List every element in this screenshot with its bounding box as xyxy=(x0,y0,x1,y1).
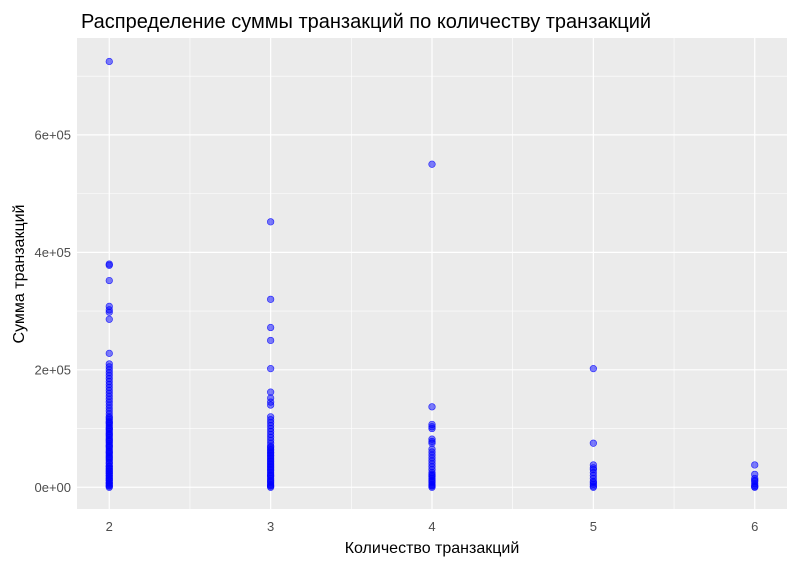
data-point xyxy=(589,365,597,373)
y-tick-label: 6e+05 xyxy=(34,127,71,142)
data-point xyxy=(428,403,436,411)
data-point xyxy=(267,401,275,409)
y-tick-label: 0e+00 xyxy=(34,480,71,495)
data-point xyxy=(267,323,275,332)
data-point xyxy=(105,414,113,422)
y-tick-label: 4e+05 xyxy=(34,245,71,260)
data-point xyxy=(267,218,275,226)
x-tick-label: 4 xyxy=(428,519,435,534)
y-axis-title: Сумма транзакций xyxy=(11,205,28,344)
x-tick-label: 2 xyxy=(106,519,113,534)
data-point xyxy=(751,483,759,491)
data-point xyxy=(751,476,759,484)
data-points xyxy=(105,57,759,491)
data-point xyxy=(105,261,113,269)
x-tick-label: 3 xyxy=(267,519,274,534)
y-tick-label: 2e+05 xyxy=(34,362,71,377)
x-tick-label: 6 xyxy=(751,519,758,534)
x-axis-title: Количество транзакций xyxy=(345,540,520,557)
data-point xyxy=(105,349,113,357)
x-tick-labels: 2 3 4 5 6 xyxy=(106,519,759,534)
data-point xyxy=(428,424,436,433)
data-point xyxy=(751,461,759,469)
data-point xyxy=(428,470,436,478)
data-point xyxy=(589,478,597,487)
y-tick-labels: 0e+00 2e+05 4e+05 6e+05 xyxy=(34,127,71,494)
data-point xyxy=(267,443,275,451)
data-point xyxy=(105,308,113,316)
data-point xyxy=(267,365,275,373)
data-point xyxy=(105,315,113,323)
data-point xyxy=(267,336,275,345)
data-point xyxy=(267,295,275,303)
data-point xyxy=(105,276,113,285)
data-point xyxy=(105,57,113,66)
data-point xyxy=(428,160,436,168)
chart-title: Распределение суммы транзакций по количе… xyxy=(81,11,651,33)
x-tick-label: 5 xyxy=(590,519,597,534)
data-point xyxy=(589,439,597,447)
